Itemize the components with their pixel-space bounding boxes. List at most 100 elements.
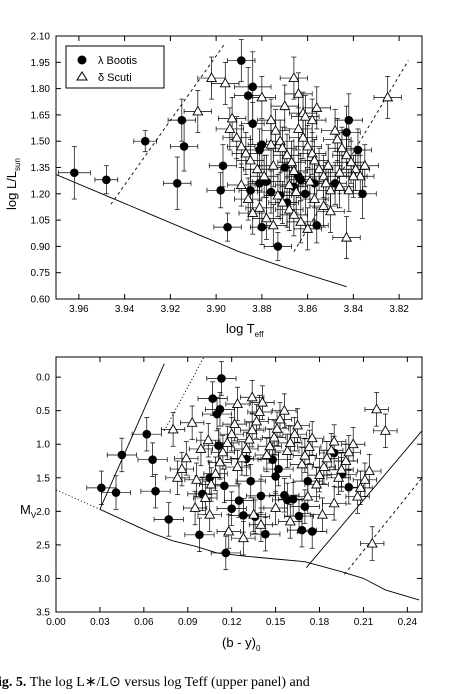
lower-delta-scuti-point bbox=[366, 537, 378, 548]
lower-delta-scuti-point bbox=[223, 525, 235, 536]
upper-y-tick-label: 1.35 bbox=[31, 163, 51, 174]
lower-delta-scuti-point bbox=[311, 478, 323, 489]
upper-lambda-bootis-point bbox=[177, 115, 187, 125]
lower-x-tick-label: 0.06 bbox=[134, 617, 154, 628]
upper-x-axis-label: log Teff bbox=[226, 321, 264, 339]
upper-lambda-bootis-point bbox=[257, 222, 267, 232]
lower-lambda-bootis-point bbox=[97, 483, 106, 493]
upper-delta-scuti-point bbox=[297, 131, 309, 142]
lower-x-axis-label: (b - y)0 bbox=[222, 635, 261, 653]
lower-model-line-dashed bbox=[344, 477, 422, 575]
upper-delta-scuti-point bbox=[308, 154, 321, 165]
lower-delta-scuti-point bbox=[314, 469, 326, 480]
upper-lambda-bootis-point bbox=[70, 168, 79, 178]
upper-x-tick-label: 3.88 bbox=[252, 304, 272, 315]
lower-delta-scuti-point bbox=[306, 432, 318, 443]
lower-lambda-bootis-point bbox=[274, 464, 283, 474]
upper-lambda-bootis-point bbox=[312, 221, 322, 230]
lower-delta-scuti-point bbox=[270, 502, 282, 512]
upper-lambda-bootis-point bbox=[172, 178, 182, 188]
lower-lambda-bootis-point bbox=[234, 496, 244, 505]
lower-lambda-bootis-point bbox=[344, 482, 354, 492]
lower-delta-scuti-point bbox=[199, 491, 211, 502]
lower-delta-scuti-point bbox=[302, 490, 314, 501]
lower-delta-scuti-point bbox=[333, 471, 345, 482]
upper-x-tick-labels: 3.96 3.94 3.92 3.90 3.88 3.86 3.84 3.82 bbox=[69, 304, 409, 315]
lower-y-axis-label: MV bbox=[20, 502, 37, 520]
lower-delta-scuti-point bbox=[229, 418, 241, 429]
upper-y-tick-label: 0.60 bbox=[31, 295, 51, 306]
upper-y-axis-label: log L/Lsun bbox=[4, 158, 22, 210]
lower-delta-scuti-point bbox=[176, 463, 188, 474]
lower-delta-scuti-point bbox=[195, 443, 207, 453]
lower-delta-scuti-point bbox=[289, 428, 301, 439]
lower-lambda-bootis-point bbox=[148, 455, 157, 464]
upper-delta-scuti-point bbox=[299, 110, 311, 121]
upper-delta-scuti-point bbox=[302, 222, 314, 233]
upper-delta-scuti-point bbox=[345, 156, 357, 167]
lower-delta-scuti-point bbox=[205, 478, 217, 489]
lower-lambda-bootis-point bbox=[288, 494, 298, 504]
lower-lambda-bootis-point bbox=[300, 502, 310, 511]
lower-delta-scuti-point bbox=[359, 473, 371, 484]
lower-delta-scuti-point bbox=[248, 508, 260, 519]
lower-lambda-bootis-point bbox=[214, 441, 223, 450]
lower-delta-scuti-point bbox=[202, 434, 214, 445]
lower-delta-scuti-point bbox=[371, 403, 383, 414]
lower-delta-scuti-point bbox=[237, 532, 249, 543]
lower-delta-scuti-point bbox=[328, 497, 340, 508]
lower-delta-scuti-point bbox=[246, 424, 258, 435]
upper-delta-scuti-point bbox=[244, 154, 256, 165]
lower-x-tick-label: 0.15 bbox=[266, 617, 286, 628]
upper-delta-scuti-point bbox=[247, 207, 259, 218]
lower-delta-scuti-point bbox=[347, 438, 359, 449]
lower-x-tick-label: 0.00 bbox=[46, 617, 66, 628]
lower-delta-scuti-point bbox=[264, 440, 276, 451]
upper-lambda-bootis-point bbox=[296, 175, 306, 185]
upper-delta-scuti-point bbox=[288, 165, 300, 175]
upper-delta-scuti-point bbox=[265, 114, 277, 125]
lower-y-tick-label: 0.5 bbox=[36, 406, 50, 417]
upper-delta-scuti-point bbox=[283, 179, 295, 189]
upper-lambda-bootis-point bbox=[179, 142, 189, 151]
lower-delta-scuti-point bbox=[221, 436, 233, 447]
upper-y-tick-label: 0.75 bbox=[31, 268, 51, 279]
lower-delta-scuti-point bbox=[321, 452, 333, 463]
upper-delta-scuti-point bbox=[279, 100, 291, 111]
upper-delta-scuti-point bbox=[320, 177, 332, 188]
lower-lambda-bootis-point bbox=[271, 472, 280, 481]
lower-delta-scuti-point bbox=[340, 455, 352, 465]
lower-lambda-bootis-point bbox=[246, 476, 256, 486]
upper-delta-scuti-point bbox=[322, 159, 334, 170]
upper-delta-scuti-point bbox=[267, 159, 279, 170]
upper-delta-scuti-point bbox=[292, 87, 304, 98]
upper-lambda-bootis-point bbox=[140, 136, 150, 146]
lower-lambda-bootis-point bbox=[256, 491, 266, 501]
lower-delta-scuti-point bbox=[243, 433, 255, 444]
lower-lambda-bootis-point bbox=[227, 504, 236, 513]
lower-delta-scuti-point bbox=[217, 446, 229, 457]
upper-y-tick-label: 1.05 bbox=[31, 216, 51, 227]
lower-delta-scuti-point bbox=[268, 431, 280, 442]
lower-delta-scuti-point bbox=[281, 445, 293, 455]
upper-x-tick-label: 3.94 bbox=[115, 304, 135, 315]
lower-lambda-bootis-point bbox=[297, 525, 307, 535]
lower-x-tick-label: 0.18 bbox=[310, 617, 330, 628]
upper-delta-scuti-point bbox=[270, 124, 282, 135]
upper-lambda-bootis-point bbox=[246, 185, 255, 195]
legend: λ Bootis δ Scuti bbox=[65, 45, 165, 89]
upper-lambda-bootis-point bbox=[248, 119, 258, 128]
lower-y-tick-label: 3.5 bbox=[36, 608, 50, 619]
upper-delta-scuti-point bbox=[281, 149, 293, 160]
lower-delta-scuti-point bbox=[189, 502, 201, 512]
upper-delta-scuti-point bbox=[382, 91, 394, 102]
lower-delta-scuti-point bbox=[191, 473, 203, 484]
figure-caption: ig. 5. The log L∗/L⊙ versus log Teff (up… bbox=[0, 674, 474, 691]
lower-lambda-bootis-point bbox=[303, 476, 313, 486]
caption-label: ig. 5. bbox=[0, 675, 27, 690]
lower-delta-scuti-point bbox=[278, 404, 290, 415]
upper-delta-scuti-point bbox=[288, 208, 300, 219]
upper-delta-scuti-point bbox=[260, 212, 272, 223]
upper-lambda-bootis-point bbox=[358, 189, 367, 199]
